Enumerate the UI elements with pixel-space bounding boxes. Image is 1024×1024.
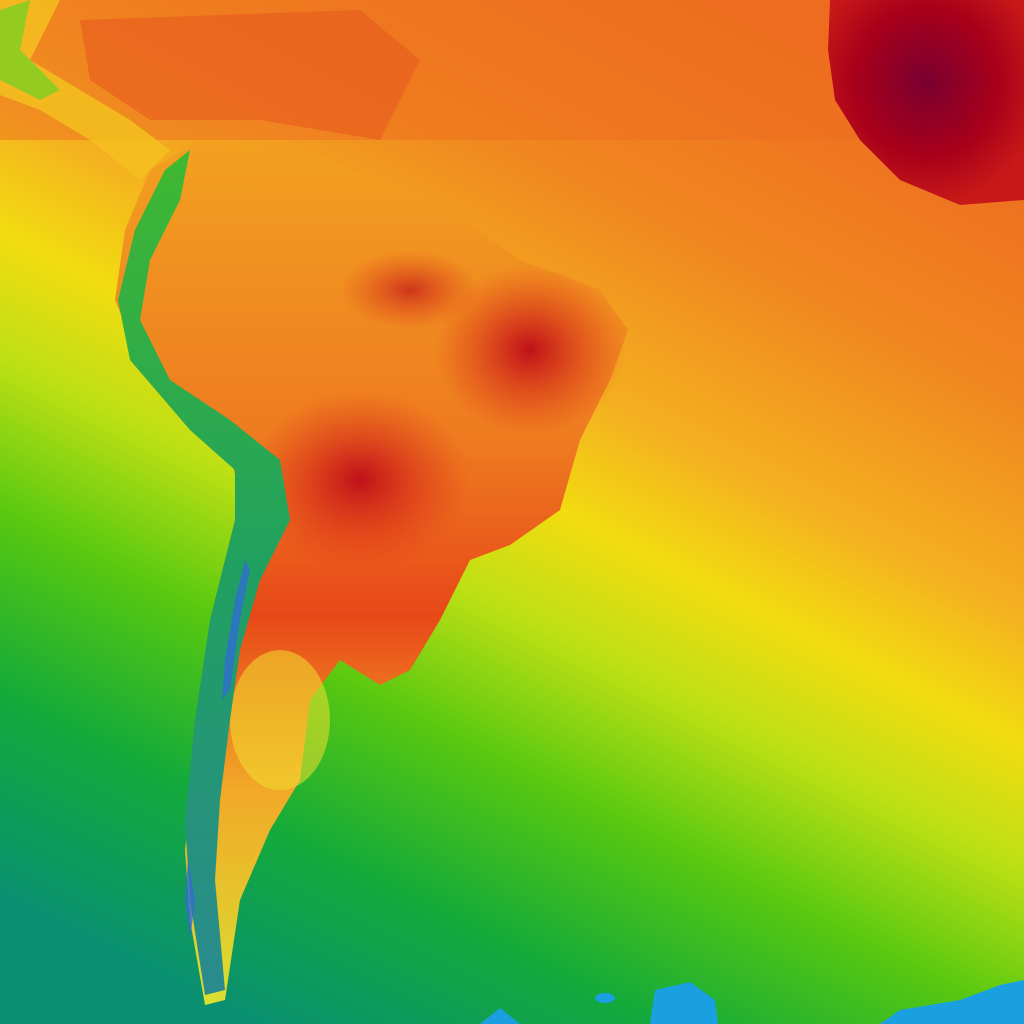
central-america-highlands (0, 0, 60, 100)
antarctic-ice (480, 1008, 520, 1024)
hot-zone-central (250, 390, 470, 570)
caribbean-warm (80, 10, 420, 140)
antarctic-ice (595, 993, 615, 1003)
andes-cold (222, 560, 250, 700)
pampas (230, 650, 330, 790)
andes (118, 150, 290, 995)
hot-zone-northeast (435, 265, 625, 435)
central-america (0, 0, 170, 180)
patagonia-icefield (185, 860, 195, 940)
hot-zone-amazon (340, 250, 480, 330)
africa (828, 0, 1024, 205)
antarctic-ice (880, 980, 1024, 1024)
antarctic-ice (650, 982, 718, 1024)
